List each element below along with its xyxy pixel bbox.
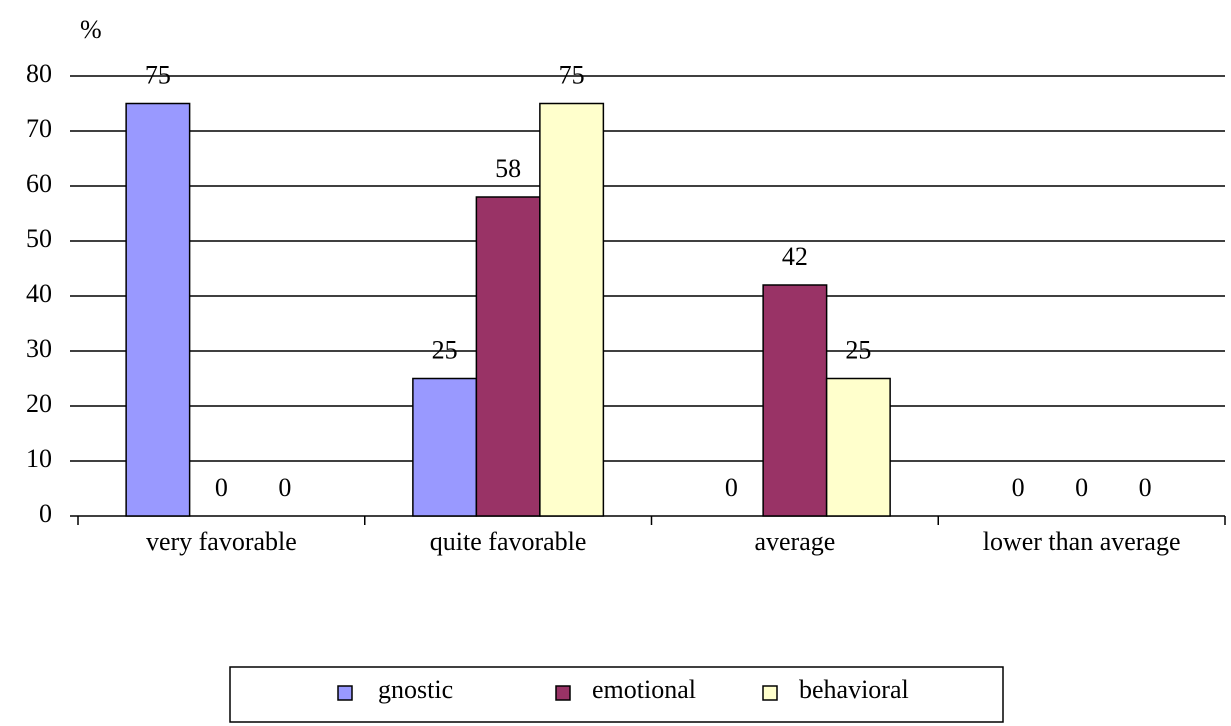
value-label: 75 [559,60,585,89]
legend-label: behavioral [799,675,909,704]
x-tick-label: average [754,527,835,556]
x-tick-label: quite favorable [430,527,587,556]
legend-box [229,666,1004,723]
value-label: 58 [495,154,521,183]
y-tick-label: 60 [26,169,52,198]
legend-swatch [337,685,353,701]
y-tick-label: 50 [26,224,52,253]
legend-swatch [555,685,571,701]
bar [125,102,191,517]
x-tick-label: lower than average [983,527,1181,556]
value-label: 42 [782,242,808,271]
bar [475,196,541,517]
value-label: 0 [1075,473,1088,502]
bar [762,284,828,517]
value-label: 0 [725,473,738,502]
y-tick-label: 20 [26,389,52,418]
value-label: 0 [1139,473,1152,502]
y-tick-label: 70 [26,114,52,143]
bar [825,377,891,517]
value-label: 0 [278,473,291,502]
value-label: 25 [845,335,871,364]
value-label: 0 [1012,473,1025,502]
bar [412,377,478,517]
value-label: 0 [215,473,228,502]
bar [539,102,605,517]
value-label: 25 [432,335,458,364]
y-tick-label: 40 [26,279,52,308]
legend-label: emotional [592,675,696,704]
y-tick-label: 10 [26,444,52,473]
x-tick-label: very favorable [146,527,297,556]
y-tick-label: 0 [39,499,52,528]
y-tick-label: 30 [26,334,52,363]
value-label: 75 [145,60,171,89]
y-axis-label: % [80,15,102,44]
legend-swatch [762,685,778,701]
y-tick-label: 80 [26,59,52,88]
legend-label: gnostic [378,675,453,704]
